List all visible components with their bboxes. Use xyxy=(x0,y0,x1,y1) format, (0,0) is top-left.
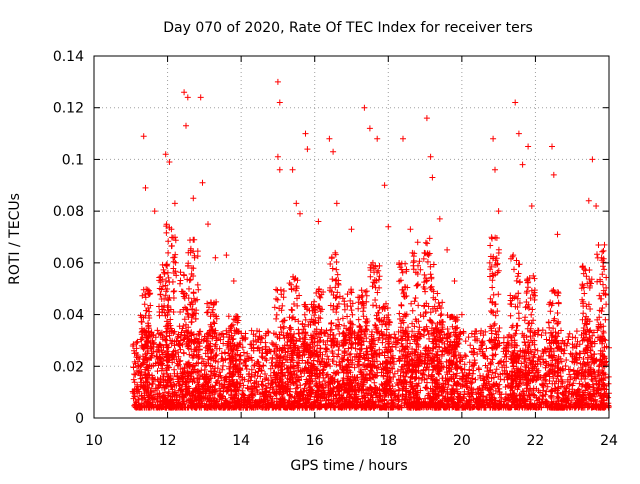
y-tick-label: 0 xyxy=(75,411,84,427)
x-tick-label: 10 xyxy=(85,433,103,449)
plot-frame xyxy=(93,55,610,419)
x-axis-label: GPS time / hours xyxy=(290,458,407,474)
y-tick-label: 0.02 xyxy=(53,359,84,375)
x-tick-label: 18 xyxy=(379,433,397,449)
x-tick-label: 24 xyxy=(600,433,618,449)
y-tick-label: 0.06 xyxy=(53,256,84,272)
roti-series-points xyxy=(129,78,612,411)
x-tick-label: 14 xyxy=(232,433,250,449)
y-tick-label: 0.04 xyxy=(53,308,84,324)
data-points xyxy=(129,78,612,411)
x-tick-label: 16 xyxy=(306,433,324,449)
tick-labels: 10 12 14 16 18 20 22 24 0 0.02 0.04 0.06 0.08 0.1 0.12… xyxy=(53,49,618,449)
y-axis-label: ROTI / TECUs xyxy=(7,193,23,285)
y-tick-label: 0.14 xyxy=(53,49,84,65)
axis-ticks xyxy=(93,55,610,419)
chart-title: Day 070 of 2020, Rate Of TEC Index for r… xyxy=(163,20,533,36)
y-tick-label: 0.08 xyxy=(53,204,84,220)
grid-lines xyxy=(94,56,609,418)
x-tick-label: 20 xyxy=(453,433,471,449)
y-tick-label: 0.1 xyxy=(62,152,84,168)
x-tick-label: 22 xyxy=(527,433,545,449)
x-tick-label: 12 xyxy=(159,433,177,449)
y-tick-label: 0.12 xyxy=(53,101,84,117)
